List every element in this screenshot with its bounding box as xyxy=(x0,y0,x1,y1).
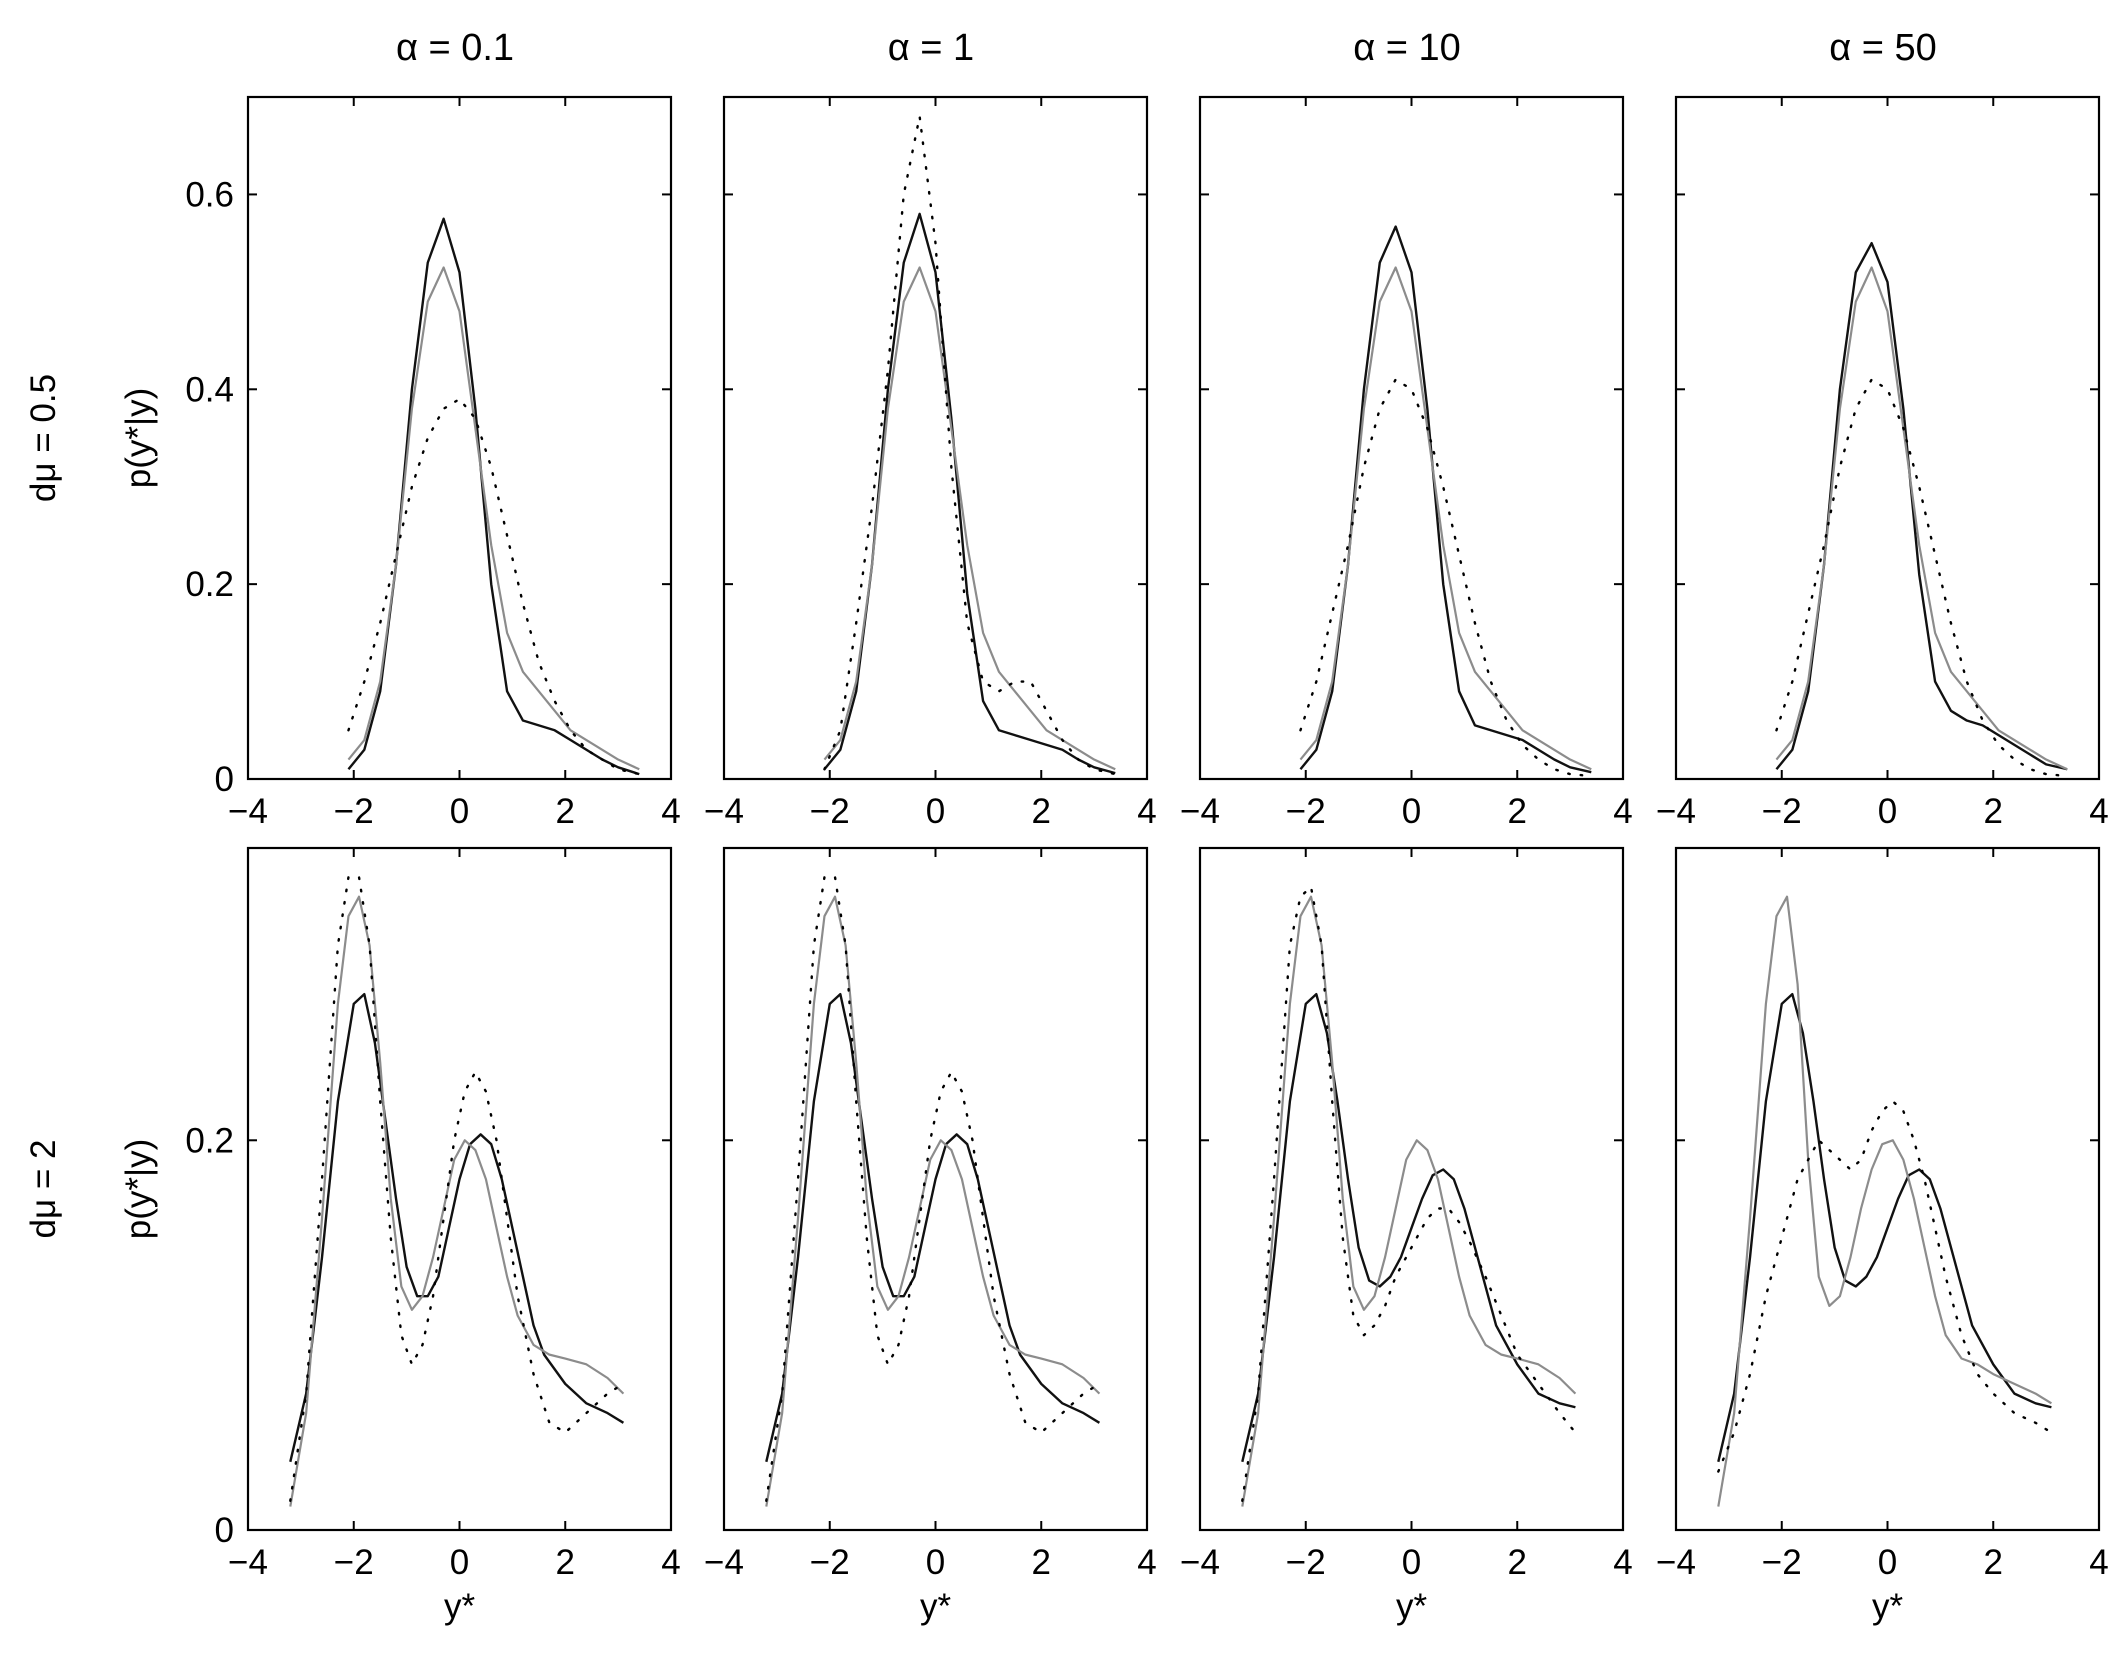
x-tick-label-row2-col3-2: 0 xyxy=(1402,1543,1421,1582)
series-line-solid-black-row2-col2 xyxy=(765,992,1101,1463)
x-tick-label-row1-col2-0: −4 xyxy=(704,792,744,831)
row-label-2: dμ = 2 xyxy=(24,1140,63,1239)
x-tick-label-row2-col2-3: 2 xyxy=(1032,1543,1051,1582)
y-tick-label-row2-col1-1: 0.2 xyxy=(185,1121,234,1160)
x-tick-label-row2-col1-2: 0 xyxy=(450,1543,469,1582)
panel-row2-col4: −4 −2 0 2 4 y* xyxy=(1656,846,2109,1626)
x-tick-label-row1-col2-4: 4 xyxy=(1137,792,1156,831)
col-title-1: α = 0.1 xyxy=(396,27,514,69)
series-line-solid-black-row2-col3 xyxy=(1241,992,1576,1463)
col-title-3: α = 10 xyxy=(1353,27,1461,69)
row-label-1: dμ = 0.5 xyxy=(24,374,63,502)
x-tick-label-row2-col1-3: 2 xyxy=(556,1543,575,1582)
x-tick-label-row2-col1-1: −2 xyxy=(334,1543,374,1582)
x-tick-label-row1-col3-2: 0 xyxy=(1402,792,1421,831)
x-tick-label-row2-col4-0: −4 xyxy=(1656,1543,1696,1582)
x-tick-label-row1-col4-3: 2 xyxy=(1984,792,2003,831)
x-tick-label-row2-col1-4: 4 xyxy=(661,1543,680,1582)
panel-row2-col2: −4 −2 0 2 4 y* xyxy=(704,846,1157,1626)
series-line-dotted-row2-col3 xyxy=(1241,885,1577,1502)
x-tick-label-row2-col2-1: −2 xyxy=(810,1543,850,1582)
y-axis-label-row1-col1: p(y*|y) xyxy=(119,388,158,489)
x-axis-label-row2-col3: y* xyxy=(1396,1587,1428,1626)
x-tick-label-row1-col1-2: 0 xyxy=(450,792,469,831)
plot-frame-row1-col3 xyxy=(1198,95,1625,781)
x-tick-label-row1-col3-4: 4 xyxy=(1613,792,1632,831)
series-line-solid-gray-row2-col3 xyxy=(1241,895,1577,1507)
series-line-dotted-row2-col4 xyxy=(1717,1100,2053,1473)
x-tick-label-row1-col1-3: 2 xyxy=(556,792,575,831)
x-tick-label-row1-col2-1: −2 xyxy=(810,792,850,831)
plot-frame-row2-col1 xyxy=(246,846,673,1532)
panel-row2-col1: −4 −2 0 2 4 0 0.2 p(y*|y) y* xyxy=(119,846,681,1626)
x-tick-label-row2-col1-0: −4 xyxy=(228,1543,268,1582)
col-title-4: α = 50 xyxy=(1829,27,1937,69)
x-tick-label-row1-col1-1: −2 xyxy=(334,792,374,831)
panel-row1-col4: −4 −2 0 2 4 xyxy=(1656,95,2109,831)
x-tick-label-row1-col4-2: 0 xyxy=(1878,792,1897,831)
x-tick-label-row1-col3-3: 2 xyxy=(1508,792,1527,831)
x-tick-label-row1-col3-0: −4 xyxy=(1180,792,1220,831)
x-tick-label-row2-col3-4: 4 xyxy=(1613,1543,1632,1582)
series-line-dotted-row1-col3 xyxy=(1299,378,1593,778)
panel-row2-col3: −4 −2 0 2 4 y* xyxy=(1180,846,1633,1626)
x-axis-label-row2-col2: y* xyxy=(920,1587,952,1626)
series-line-solid-black-row2-col4 xyxy=(1717,992,2052,1463)
series-line-solid-gray-row1-col1 xyxy=(347,266,640,771)
x-tick-label-row2-col4-1: −2 xyxy=(1762,1543,1802,1582)
y-tick-label-row2-col1-0: 0 xyxy=(215,1511,234,1550)
x-tick-label-row1-col1-0: −4 xyxy=(228,792,268,831)
plot-frame-row2-col3 xyxy=(1198,846,1625,1532)
y-tick-label-row1-col1-3: 0.6 xyxy=(185,175,234,214)
y-tick-label-row1-col1-1: 0.2 xyxy=(185,565,234,604)
x-axis-label-row2-col4: y* xyxy=(1872,1587,1904,1626)
column-titles: α = 0.1 α = 1 α = 10 α = 50 xyxy=(396,27,1937,69)
x-tick-label-row2-col3-1: −2 xyxy=(1286,1543,1326,1582)
x-tick-label-row2-col3-0: −4 xyxy=(1180,1543,1220,1582)
x-tick-label-row1-col4-4: 4 xyxy=(2089,792,2108,831)
x-tick-label-row2-col2-2: 0 xyxy=(926,1543,945,1582)
plot-frame-row2-col2 xyxy=(722,846,1149,1532)
x-tick-label-row1-col4-1: −2 xyxy=(1762,792,1802,831)
x-tick-label-row1-col3-1: −2 xyxy=(1286,792,1326,831)
x-tick-label-row1-col1-4: 4 xyxy=(661,792,680,831)
x-tick-label-row2-col4-2: 0 xyxy=(1878,1543,1897,1582)
series-line-solid-black-row1-col4 xyxy=(1775,241,2068,771)
col-title-2: α = 1 xyxy=(888,27,974,69)
series-line-solid-black-row1-col1 xyxy=(347,217,640,776)
panel-row1-col1: −4 −2 0 2 4 0 0.2 0.4 0.6 p(y*|y) xyxy=(119,95,681,831)
x-tick-label-row2-col2-4: 4 xyxy=(1137,1543,1156,1582)
x-tick-label-row2-col4-3: 2 xyxy=(1984,1543,2003,1582)
y-tick-label-row1-col1-0: 0 xyxy=(215,760,234,799)
x-tick-label-row2-col3-3: 2 xyxy=(1508,1543,1527,1582)
series-line-solid-gray-row1-col4 xyxy=(1775,266,2068,771)
x-tick-label-row2-col2-0: −4 xyxy=(704,1543,744,1582)
series-line-solid-black-row1-col2 xyxy=(823,212,1116,775)
series-line-solid-gray-row1-col2 xyxy=(823,266,1116,771)
x-axis-label-row2-col1: y* xyxy=(444,1587,476,1626)
series-line-solid-gray-row2-col4 xyxy=(1717,895,2052,1507)
series-line-solid-black-row2-col1 xyxy=(289,992,625,1463)
series-line-solid-gray-row2-col2 xyxy=(765,895,1101,1507)
x-tick-label-row1-col2-2: 0 xyxy=(926,792,945,831)
y-tick-label-row1-col1-2: 0.4 xyxy=(185,370,234,409)
x-tick-label-row1-col4-0: −4 xyxy=(1656,792,1696,831)
y-axis-label-row2-col1: p(y*|y) xyxy=(119,1139,158,1240)
row-labels: dμ = 0.5 dμ = 2 xyxy=(24,374,63,1239)
series-line-solid-gray-row2-col1 xyxy=(289,895,625,1507)
series-line-dotted-row1-col2 xyxy=(823,115,1117,776)
x-tick-label-row1-col2-3: 2 xyxy=(1032,792,1051,831)
panels: −4 −2 0 2 400.20.40.6p(y*|y)−4 −2 0 2 4 −4 −2 0 2 4 −4… xyxy=(119,95,2109,1626)
plot-frame-row2-col4 xyxy=(1674,846,2101,1532)
series-line-solid-gray-row1-col3 xyxy=(1299,266,1592,771)
panel-row1-col2: −4 −2 0 2 4 xyxy=(704,95,1157,831)
plot-frame-row1-col1 xyxy=(246,95,673,781)
series-line-dotted-row1-col4 xyxy=(1775,378,2069,778)
panel-row1-col3: −4 −2 0 2 4 xyxy=(1180,95,1633,831)
x-tick-label-row2-col4-4: 4 xyxy=(2089,1543,2108,1582)
plot-frame-row1-col2 xyxy=(722,95,1149,781)
plot-frame-row1-col4 xyxy=(1674,95,2101,781)
